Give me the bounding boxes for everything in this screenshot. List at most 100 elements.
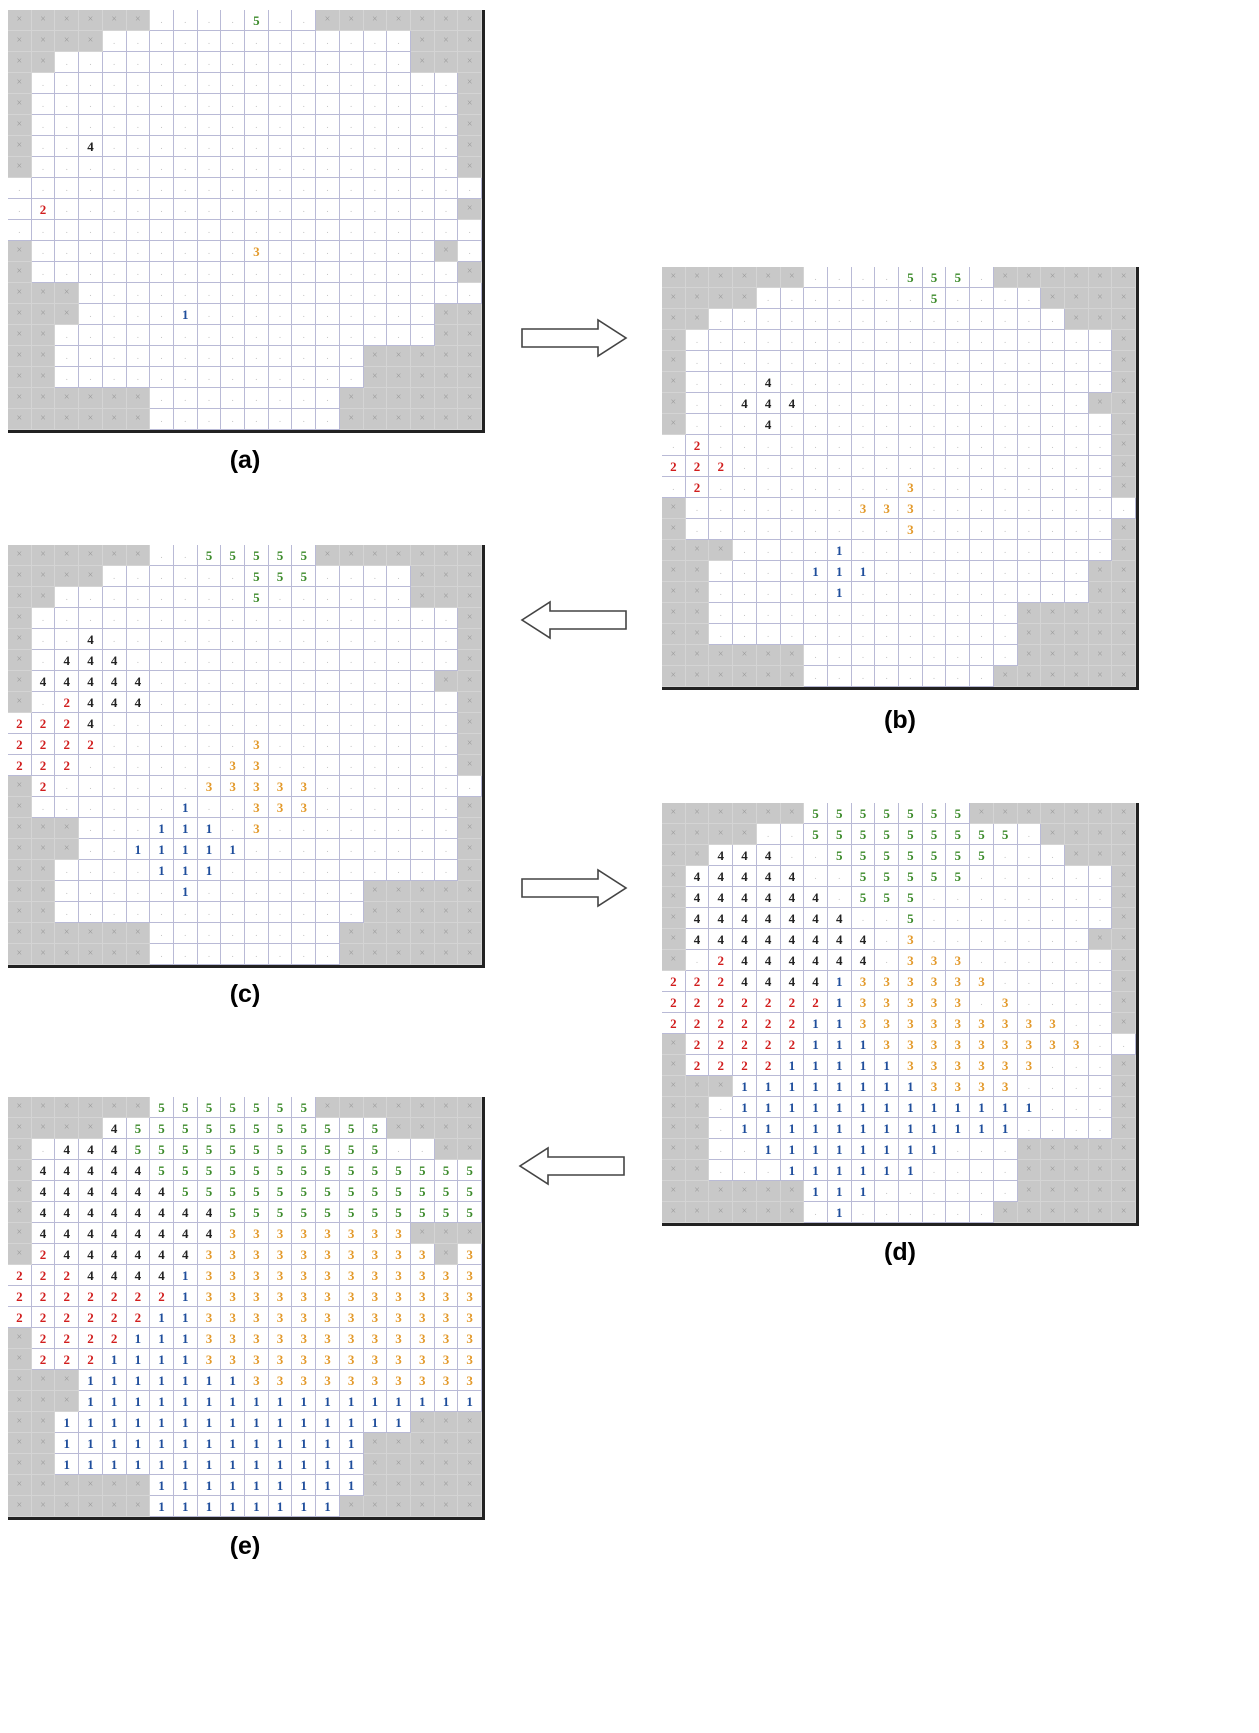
empty-cell (851, 519, 876, 540)
region-cell-5: 5 (434, 1202, 459, 1223)
region-cell-3: 3 (339, 1349, 364, 1370)
region-cell-2: 2 (102, 1328, 127, 1349)
blocked-cell: × (756, 1202, 781, 1223)
region-cell-2: 2 (31, 199, 56, 220)
empty-cell (339, 608, 364, 629)
empty-cell (946, 477, 971, 498)
empty-cell (292, 388, 317, 409)
region-cell-3: 3 (410, 1349, 435, 1370)
region-cell-3: 3 (434, 1349, 459, 1370)
empty-cell (173, 367, 198, 388)
region-cell-4: 4 (756, 908, 781, 929)
region-cell-1: 1 (292, 1475, 317, 1496)
empty-cell (126, 31, 151, 52)
empty-cell (875, 624, 899, 645)
region-cell-3: 3 (339, 1223, 364, 1244)
blocked-cell: × (458, 692, 482, 713)
empty-cell (1088, 887, 1113, 908)
empty-cell (126, 199, 151, 220)
empty-cell (780, 435, 805, 456)
empty-cell (339, 73, 364, 94)
region-cell-1: 1 (150, 1475, 174, 1496)
empty-cell (79, 73, 103, 94)
blocked-cell: × (8, 650, 32, 671)
empty-cell (993, 971, 1018, 992)
region-cell-5: 5 (221, 1181, 245, 1202)
region-cell-1: 1 (851, 561, 876, 582)
empty-cell (339, 587, 364, 608)
blocked-cell: × (733, 645, 757, 666)
region-cell-3: 3 (410, 1328, 435, 1349)
empty-cell (173, 94, 198, 115)
region-cell-3: 3 (410, 1286, 435, 1307)
empty-cell (410, 734, 435, 755)
region-cell-3: 3 (292, 797, 317, 818)
empty-cell (922, 908, 947, 929)
region-cell-1: 1 (804, 1013, 828, 1034)
empty-cell (733, 456, 757, 477)
empty-cell (316, 409, 340, 430)
empty-cell (922, 624, 947, 645)
empty-cell (387, 157, 411, 178)
region-cell-5: 5 (458, 1181, 482, 1202)
region-cell-4: 4 (709, 845, 734, 866)
region-cell-1: 1 (55, 1454, 80, 1475)
region-cell-1: 1 (79, 1433, 103, 1454)
empty-cell (1041, 477, 1065, 498)
region-cell-1: 1 (756, 1076, 781, 1097)
region-cell-1: 1 (102, 1433, 127, 1454)
empty-cell (993, 540, 1018, 561)
region-cell-3: 3 (197, 1244, 222, 1265)
empty-cell (993, 845, 1018, 866)
empty-cell (827, 435, 852, 456)
empty-cell (197, 52, 222, 73)
region-cell-1: 1 (221, 1412, 245, 1433)
empty-cell (899, 645, 923, 666)
empty-cell (387, 304, 411, 325)
region-cell-1: 1 (875, 1076, 899, 1097)
empty-cell (126, 178, 151, 199)
region-cell-3: 3 (899, 950, 923, 971)
region-cell-5: 5 (292, 1118, 317, 1139)
empty-cell (55, 902, 80, 923)
empty-cell (899, 393, 923, 414)
empty-cell (993, 645, 1018, 666)
empty-cell (993, 393, 1018, 414)
blocked-cell: × (8, 262, 32, 283)
empty-cell (197, 881, 222, 902)
empty-cell (102, 734, 127, 755)
blocked-cell: × (434, 1097, 459, 1118)
blocked-cell: × (8, 157, 32, 178)
region-cell-1: 1 (79, 1412, 103, 1433)
empty-cell (434, 178, 459, 199)
empty-cell (851, 477, 876, 498)
blocked-cell: × (970, 803, 994, 824)
region-cell-3: 3 (387, 1328, 411, 1349)
region-cell-4: 4 (780, 929, 805, 950)
empty-cell (55, 587, 80, 608)
blocked-cell: × (458, 1412, 482, 1433)
blocked-cell: × (458, 1475, 482, 1496)
region-cell-1: 1 (173, 1370, 198, 1391)
region-cell-3: 3 (1017, 1055, 1042, 1076)
blocked-cell: × (31, 902, 56, 923)
empty-cell (316, 304, 340, 325)
region-cell-2: 2 (709, 1034, 734, 1055)
region-cell-1: 1 (197, 1412, 222, 1433)
empty-cell (339, 157, 364, 178)
empty-cell (756, 435, 781, 456)
region-cell-3: 3 (268, 797, 293, 818)
blocked-cell: × (387, 367, 411, 388)
empty-cell (434, 818, 459, 839)
empty-cell (387, 650, 411, 671)
region-cell-5: 5 (851, 824, 876, 845)
empty-cell (1017, 330, 1042, 351)
empty-cell (221, 220, 245, 241)
blocked-cell: × (434, 1433, 459, 1454)
empty-cell (268, 220, 293, 241)
empty-cell (685, 950, 710, 971)
empty-cell (197, 902, 222, 923)
blocked-cell: × (458, 367, 482, 388)
region-cell-3: 3 (221, 1307, 245, 1328)
region-cell-3: 3 (970, 1034, 994, 1055)
